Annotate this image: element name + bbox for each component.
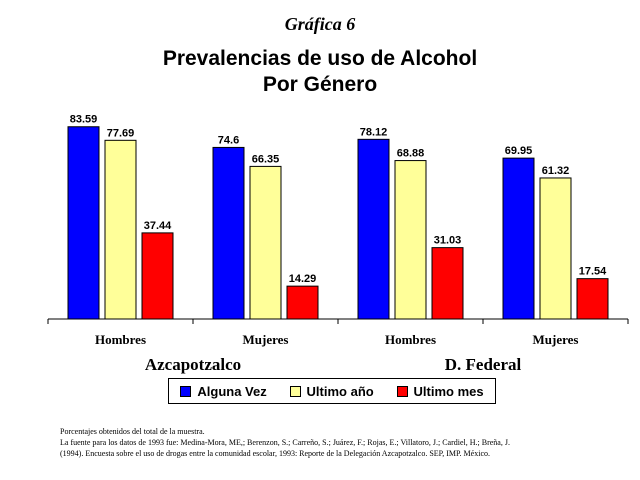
data-label: 14.29 <box>289 273 317 285</box>
legend-item-ultimo-mes: Ultimo mes <box>396 383 484 399</box>
bar <box>394 160 427 320</box>
legend-item-ultimo-anio: Ultimo año <box>289 383 374 399</box>
source-note-line3: (1994). Encuesta sobre el uso de drogas … <box>60 449 490 458</box>
chart-legend: Alguna Vez Ultimo año Ultimo mes <box>168 378 496 404</box>
data-label: 37.44 <box>144 220 172 232</box>
bar <box>212 146 245 320</box>
data-label: 74.6 <box>218 134 239 146</box>
bar <box>249 165 282 320</box>
data-label: 61.32 <box>542 165 570 177</box>
data-label: 31.03 <box>434 235 462 247</box>
data-label: 66.35 <box>252 153 280 165</box>
chart-title: Prevalencias de uso de Alcohol Por Géner… <box>0 46 640 98</box>
bar <box>104 139 137 320</box>
legend-label-ultimo-anio: Ultimo año <box>306 383 374 399</box>
legend-label-alguna-vez: Alguna Vez <box>197 383 267 399</box>
data-label: 69.95 <box>505 145 533 157</box>
chart-title-line1: Prevalencias de uso de Alcohol <box>162 47 478 70</box>
group-label: D. Federal <box>445 355 522 374</box>
x-tick-label: Mujeres <box>533 332 579 347</box>
data-label: 77.69 <box>107 127 135 139</box>
data-label: 17.54 <box>579 266 607 278</box>
bar <box>502 157 535 320</box>
bar <box>286 285 319 320</box>
data-label: 83.59 <box>70 114 98 126</box>
source-note-line1: Porcentajes obtenidos del total de la mu… <box>60 427 205 436</box>
bar <box>431 247 464 320</box>
group-label: Azcapotzalco <box>145 355 241 374</box>
legend-swatch-ultimo-anio <box>289 385 301 397</box>
legend-swatch-ultimo-mes <box>396 385 408 397</box>
x-tick-label: Hombres <box>385 332 436 347</box>
bar-chart: 83.59 77.69 37.44 Hombres 74.6 66.35 14.29 Muje… <box>47 114 629 374</box>
legend-swatch-alguna-vez <box>180 385 192 397</box>
bar <box>141 232 174 320</box>
x-tick-label: Mujeres <box>243 332 289 347</box>
legend-label-ultimo-mes: Ultimo mes <box>413 383 484 399</box>
data-label: 78.12 <box>360 126 388 138</box>
chart-title-line2: Por Género <box>262 73 378 96</box>
x-tick-label: Hombres <box>95 332 146 347</box>
bar <box>576 278 609 320</box>
bar <box>67 126 100 320</box>
source-note: Porcentajes obtenidos del total de la mu… <box>60 426 620 459</box>
source-note-line2: La fuente para los datos de 1993 fue: Me… <box>60 438 510 447</box>
bar <box>357 138 390 320</box>
bar <box>539 177 572 320</box>
chart-supertitle: Gráfica 6 <box>284 14 356 34</box>
data-label: 68.88 <box>397 148 425 160</box>
legend-item-alguna-vez: Alguna Vez <box>180 383 267 399</box>
